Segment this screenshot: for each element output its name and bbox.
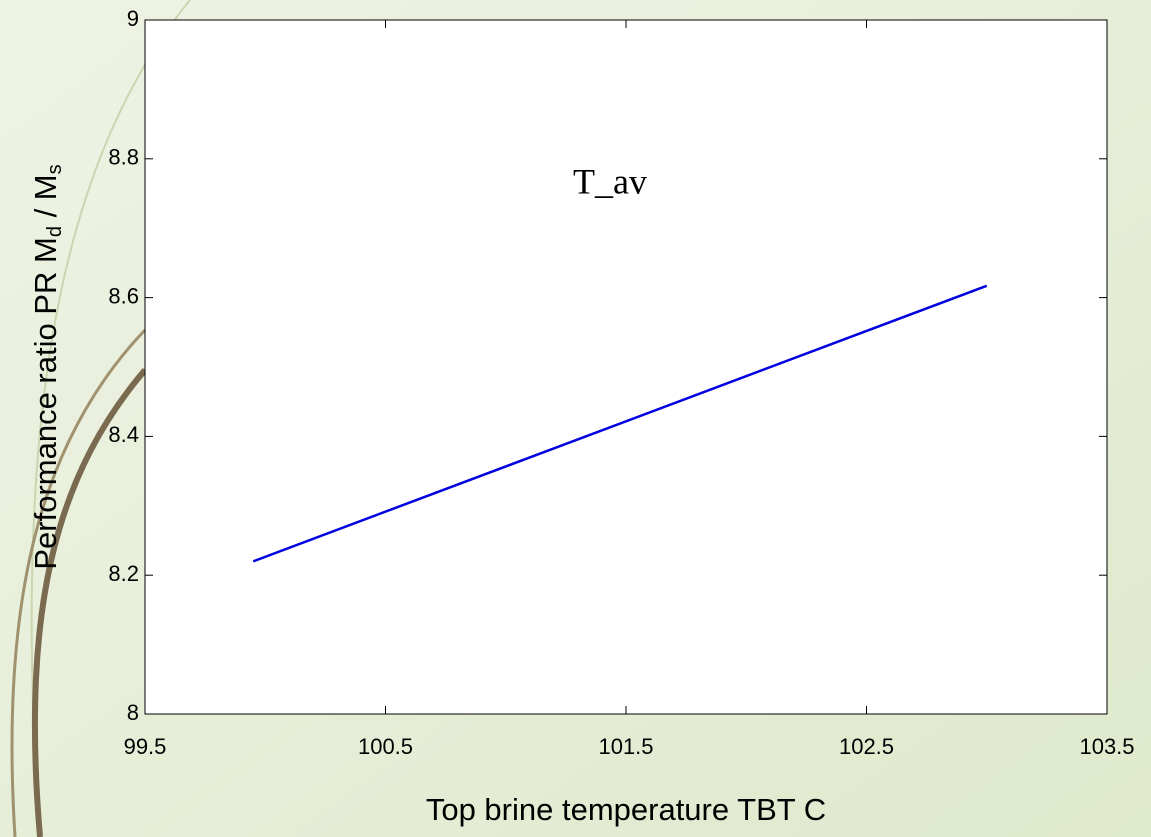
x-tick-label: 100.5 xyxy=(358,734,413,759)
y-axis-label-part: / M xyxy=(28,174,63,226)
y-tick-label: 8.4 xyxy=(108,422,139,447)
y-tick-label: 9 xyxy=(127,6,139,31)
y-axis-label-part: Performance ratio PR M xyxy=(28,237,63,570)
decoration xyxy=(30,0,191,837)
y-axis-label-part: d xyxy=(44,226,66,237)
plot-area xyxy=(144,19,1108,715)
x-axis-label: Top brine temperature TBT C xyxy=(426,792,826,827)
annotation: T_av xyxy=(573,161,647,201)
x-tick-label: 103.5 xyxy=(1079,734,1134,759)
x-tick-label: 102.5 xyxy=(839,734,894,759)
y-tick-label: 8.2 xyxy=(108,561,139,586)
y-axis-label: Performance ratio PR Md / Ms xyxy=(28,164,66,569)
decoration xyxy=(10,328,147,837)
y-axis-label-part: s xyxy=(44,164,66,174)
y-tick-label: 8.8 xyxy=(108,145,139,170)
y-tick-label: 8 xyxy=(127,700,139,725)
y-tick-label: 8.6 xyxy=(108,283,139,308)
x-tick-label: 101.5 xyxy=(598,734,653,759)
line-series xyxy=(252,284,988,563)
x-tick-label: 99.5 xyxy=(124,734,167,759)
decoration xyxy=(31,368,148,837)
